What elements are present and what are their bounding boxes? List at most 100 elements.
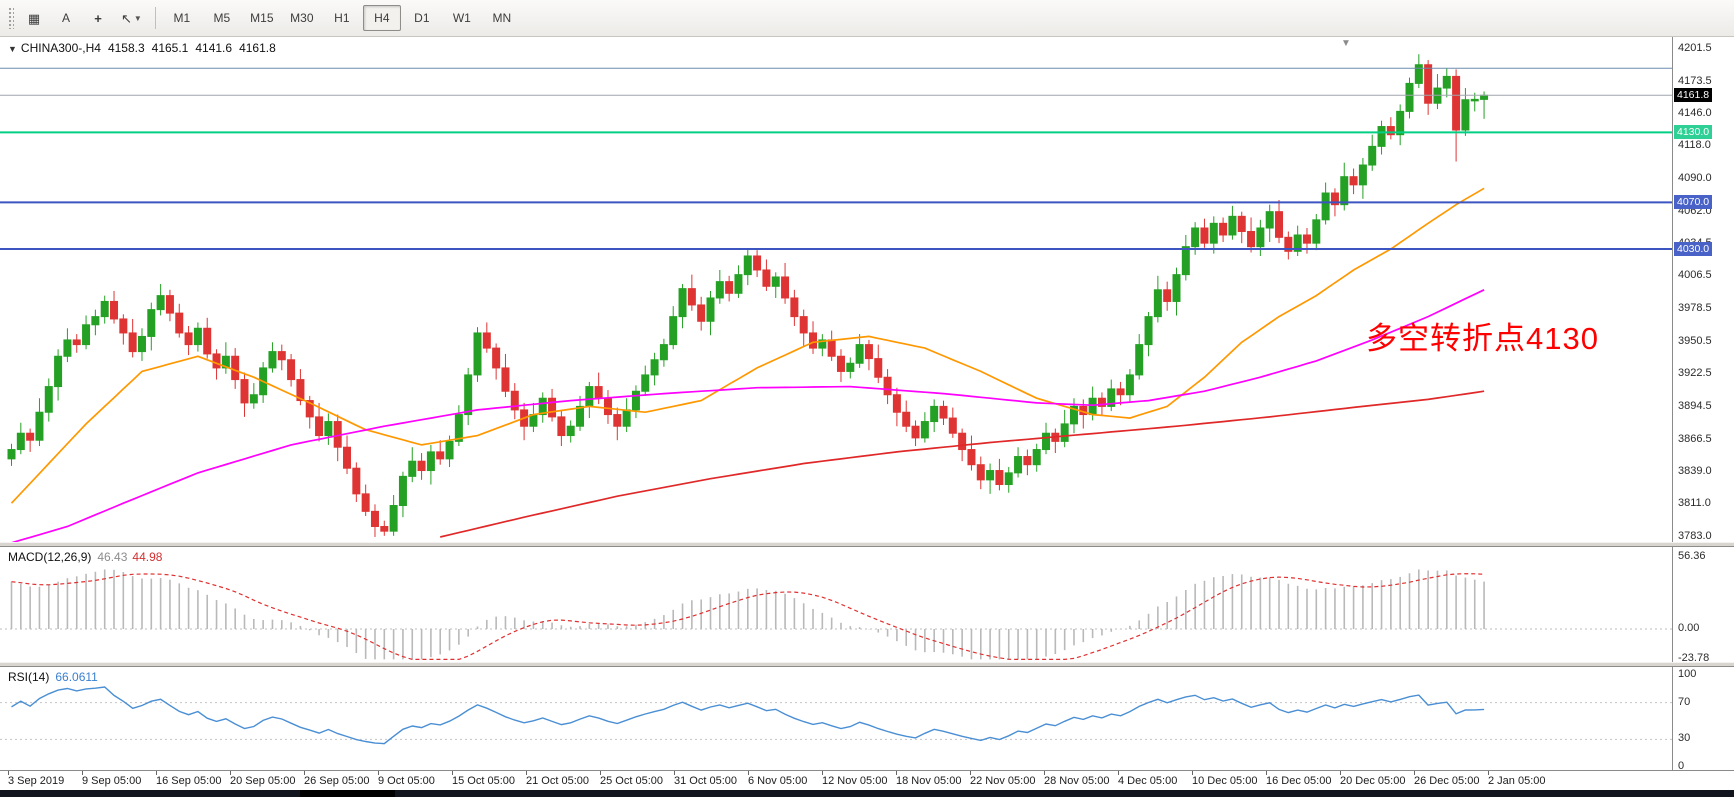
time-label: 28 Nov 05:00: [1044, 775, 1110, 787]
time-label: 31 Oct 05:00: [674, 775, 737, 787]
chart-shift-marker-icon[interactable]: ▼: [1341, 38, 1351, 49]
price-tick: 3866.5: [1678, 432, 1712, 445]
ma-slow-line: [440, 390, 1485, 538]
time-label: 22 Nov 05:00: [970, 775, 1036, 787]
toolbar: ▦ A + ↖ ▼ M1 M5 M15 M30 H1 H4 D1 W1 MN: [0, 0, 1734, 37]
macd-panel[interactable]: MACD(12,26,9) 46.43 44.98: [0, 547, 1734, 662]
timeframe-button-w1[interactable]: W1: [452, 11, 471, 25]
time-label: 9 Oct 05:00: [378, 775, 435, 787]
symbol-period: CHINA300-,H4: [20, 41, 101, 55]
time-label: 25 Oct 05:00: [600, 775, 663, 787]
timeframe-button-h4[interactable]: H4: [362, 5, 401, 31]
time-tick: [304, 771, 305, 775]
time-axis[interactable]: 3 Sep 2019 9 Sep 05:00 16 Sep 05:00 20 Sep …: [0, 770, 1734, 790]
panel-separator[interactable]: [0, 662, 1734, 667]
high-value: 4165.1: [151, 41, 189, 55]
rsi-panel[interactable]: RSI(14) 66.0611: [0, 667, 1734, 770]
macd-axis[interactable]: 56.36 0.00 -23.78: [1672, 547, 1734, 664]
time-tick: [1266, 771, 1267, 775]
price-tick: 3894.5: [1678, 399, 1712, 412]
price-tick: 4006.5: [1678, 269, 1712, 282]
time-tick: [1340, 771, 1341, 775]
rsi-plot[interactable]: [0, 667, 1672, 770]
time-tick: [8, 771, 9, 775]
time-label: 18 Nov 05:00: [896, 775, 962, 787]
time-tick: [970, 771, 971, 775]
time-tick: [82, 771, 83, 775]
time-label: 10 Dec 05:00: [1192, 775, 1258, 787]
price-tick: 3811.0: [1678, 497, 1711, 510]
rsi-tick: 70: [1678, 695, 1691, 708]
ma-mid-line: [11, 289, 1485, 542]
rsi-tick: 30: [1678, 732, 1691, 745]
price-tick: 3922.5: [1678, 367, 1712, 380]
taskbar-fragment: [300, 790, 395, 797]
candlestick-chart[interactable]: [0, 37, 1672, 542]
time-tick: [1044, 771, 1045, 775]
text-tool-button[interactable]: A: [51, 5, 81, 31]
chart-annotation-text[interactable]: 多空转折点4130: [1366, 321, 1599, 356]
crosshair-tool-button[interactable]: +: [83, 5, 113, 31]
close-value: 4161.8: [239, 41, 276, 55]
time-label: 12 Nov 05:00: [822, 775, 888, 787]
price-tick: 4146.0: [1678, 106, 1712, 119]
price-tick: 4173.5: [1678, 74, 1712, 87]
price-tick: 3978.5: [1678, 302, 1712, 315]
price-chart-panel[interactable]: ▼ CHINA300-,H4 4158.3 4165.1 4141.6 4161.8 ▼ …: [0, 37, 1734, 542]
time-label: 21 Oct 05:00: [526, 775, 589, 787]
time-tick: [156, 771, 157, 775]
price-tick: 4118.0: [1678, 139, 1711, 152]
text-tool-icon: A: [61, 11, 70, 25]
window-bottom-edge: [0, 790, 1734, 797]
one-click-trading-arrow-icon[interactable]: ▼: [8, 44, 17, 54]
rsi-line: [11, 686, 1485, 745]
timeframe-button-h1[interactable]: H1: [334, 11, 350, 25]
rsi-tick: 0: [1678, 760, 1685, 772]
price-tick: 3839.0: [1678, 464, 1712, 477]
time-tick: [1192, 771, 1193, 775]
grid-icon[interactable]: ▦: [27, 10, 41, 26]
macd-tick: 56.36: [1678, 550, 1706, 562]
price-badge: 4070.0: [1674, 195, 1713, 210]
time-tick: [896, 771, 897, 775]
price-badge: 4130.0: [1674, 125, 1713, 140]
macd-plot[interactable]: [0, 547, 1672, 662]
time-label: 2 Jan 05:00: [1488, 775, 1546, 787]
time-tick: [526, 771, 527, 775]
time-label: 16 Dec 05:00: [1266, 775, 1332, 787]
price-axis[interactable]: 4201.54173.54146.04118.04090.04062.04034…: [1672, 37, 1734, 542]
time-tick: [1118, 771, 1119, 775]
timeframe-button-d1[interactable]: D1: [414, 11, 430, 25]
time-tick: [674, 771, 675, 775]
macd-main-value: 46.43: [97, 550, 128, 564]
timeframe-button-mn[interactable]: MN: [492, 11, 512, 25]
rsi-axis[interactable]: 100 70 30 0: [1672, 667, 1734, 772]
timeframe-button-m30[interactable]: M30: [290, 11, 314, 25]
cursor-tool-icon: ↖: [121, 10, 132, 26]
rsi-label: RSI(14) 66.0611: [8, 670, 98, 684]
time-tick: [1488, 771, 1489, 775]
chevron-down-icon: ▼: [133, 13, 142, 23]
price-badge: 4161.8: [1674, 88, 1713, 103]
time-tick: [378, 771, 379, 775]
time-label: 3 Sep 2019: [8, 775, 65, 787]
time-tick: [230, 771, 231, 775]
panel-separator[interactable]: [0, 542, 1734, 547]
time-label: 16 Sep 05:00: [156, 775, 222, 787]
price-badge: 4030.0: [1674, 241, 1713, 256]
toolbar-grip[interactable]: [8, 7, 14, 29]
time-label: 6 Nov 05:00: [748, 775, 808, 787]
macd-histogram: [10, 569, 1485, 660]
time-tick: [748, 771, 749, 775]
time-label: 26 Sep 05:00: [304, 775, 370, 787]
timeframe-button-m15[interactable]: M15: [250, 11, 274, 25]
macd-signal-value: 44.98: [132, 550, 163, 564]
timeframe-button-m1[interactable]: M1: [173, 11, 191, 25]
rsi-tick: 100: [1678, 668, 1697, 680]
timeframe-buttons: M1 M5 M15 M30 H1 H4 D1 W1 MN: [162, 5, 522, 31]
timeframe-button-m5[interactable]: M5: [213, 11, 231, 25]
macd-signal-line: [11, 573, 1485, 660]
macd-label: MACD(12,26,9) 46.43 44.98: [8, 550, 163, 564]
cursor-tool-button[interactable]: ↖ ▼: [115, 5, 148, 31]
